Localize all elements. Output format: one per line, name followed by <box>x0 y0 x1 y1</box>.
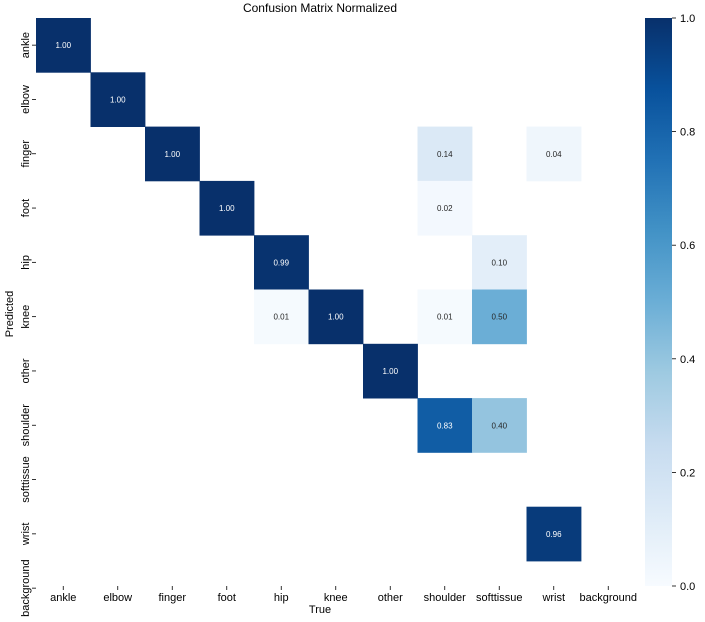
colorbar-tick-label: 0.0 <box>680 581 695 593</box>
heatmap-cell <box>308 289 364 345</box>
heatmap-cell <box>254 235 309 290</box>
y-tick-label: wrist <box>20 523 32 547</box>
cell-value-label: 0.01 <box>437 313 453 322</box>
cell-value-label: 1.00 <box>219 204 235 213</box>
y-tick-label: finger <box>20 140 32 168</box>
x-tick-label: elbow <box>103 592 132 604</box>
y-tick-label: shoulder <box>20 404 32 447</box>
x-tick-label: hip <box>274 592 289 604</box>
y-axis-label: Predicted <box>4 291 16 337</box>
cell-value-label: 1.00 <box>55 41 71 50</box>
heatmap-cell <box>472 289 527 345</box>
y-tick-label: other <box>20 358 32 383</box>
heatmap-cells <box>36 18 582 562</box>
heatmap-cell <box>145 126 200 182</box>
x-tick-label: softtissue <box>476 592 522 604</box>
colorbar <box>645 18 672 586</box>
cell-value-label: 0.04 <box>546 150 562 159</box>
cell-value-label: 0.01 <box>273 313 289 322</box>
x-tick-label: shoulder <box>424 592 467 604</box>
heatmap-cell <box>526 126 582 182</box>
y-tick-label: foot <box>20 199 32 217</box>
cell-value-label: 0.40 <box>491 421 507 430</box>
heatmap-cell <box>526 506 582 562</box>
y-tick-label: softtissue <box>20 456 32 502</box>
cell-value-label: 0.96 <box>546 530 562 539</box>
heatmap-cell <box>417 289 473 345</box>
x-axis-label: True <box>309 604 331 616</box>
colorbar-ticks: 0.0 0.2 0.4 0.6 0.8 1.0 <box>672 13 695 593</box>
colorbar-tick-label: 0.6 <box>680 240 695 252</box>
y-tick-label: elbow <box>20 85 32 114</box>
cell-value-label: 1.00 <box>164 150 180 159</box>
y-tick-label: ankle <box>20 32 32 58</box>
heatmap-cell-labels: 1.00 1.00 1.00 0.14 0.04 1.00 0.02 0.99 0.10 0.01… <box>55 41 562 539</box>
colorbar-tick-label: 0.8 <box>680 127 695 139</box>
heatmap-cell <box>417 126 473 182</box>
chart-title: Confusion Matrix Normalized <box>243 1 397 15</box>
cell-value-label: 0.50 <box>491 313 507 322</box>
cell-value-label: 0.14 <box>437 150 453 159</box>
heatmap-cell <box>417 180 473 236</box>
cell-value-label: 1.00 <box>328 313 344 322</box>
y-axis-ticks: ankle elbow finger foot hip knee other shoulder… <box>20 32 36 617</box>
heatmap-cell <box>363 343 418 399</box>
colorbar-tick-label: 0.4 <box>680 354 695 366</box>
x-tick-label: knee <box>324 592 348 604</box>
x-tick-label: finger <box>158 592 186 604</box>
cell-value-label: 0.99 <box>273 258 289 267</box>
cell-value-label: 0.02 <box>437 204 453 213</box>
x-tick-label: other <box>378 592 403 604</box>
heatmap-cell <box>90 72 146 127</box>
x-tick-label: wrist <box>541 592 565 604</box>
heatmap-cell <box>199 180 255 236</box>
y-tick-label: knee <box>20 305 32 329</box>
y-tick-label: hip <box>20 255 32 270</box>
cell-value-label: 0.10 <box>491 258 507 267</box>
x-tick-label: ankle <box>50 592 76 604</box>
cell-value-label: 0.83 <box>437 421 453 430</box>
x-tick-label: foot <box>218 592 236 604</box>
x-axis-ticks: ankle elbow finger foot hip knee other shoulder… <box>50 586 637 604</box>
cell-value-label: 1.00 <box>110 95 126 104</box>
colorbar-tick-label: 0.2 <box>680 467 695 479</box>
heatmap-cell <box>472 235 527 290</box>
heatmap-cell <box>417 398 473 453</box>
heatmap-cell <box>254 289 309 345</box>
y-tick-label: background <box>20 559 32 617</box>
heatmap-cell <box>472 398 527 453</box>
colorbar-tick-label: 1.0 <box>680 13 695 25</box>
cell-value-label: 1.00 <box>382 367 398 376</box>
x-tick-label: background <box>580 592 638 604</box>
heatmap-cell <box>36 18 91 73</box>
